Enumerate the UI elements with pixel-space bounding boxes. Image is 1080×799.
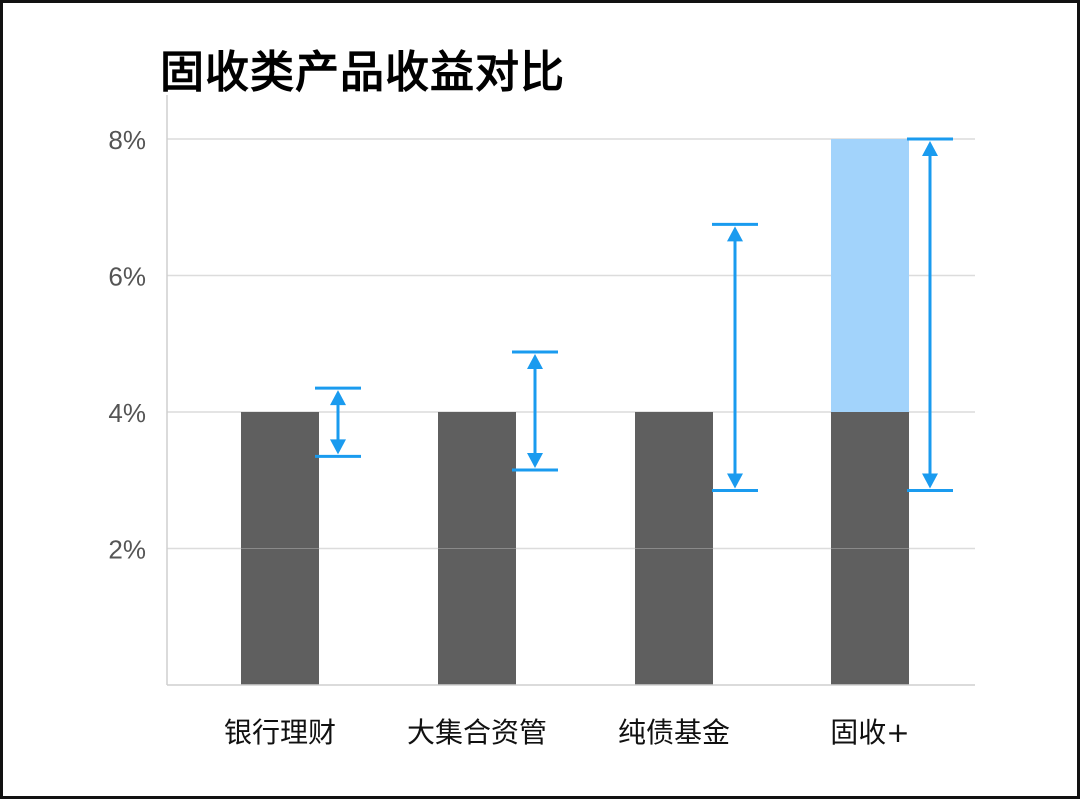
chart-title: 固收类产品收益对比: [160, 47, 565, 98]
arrow-up-icon: [922, 141, 938, 156]
arrow-down-icon: [330, 439, 346, 455]
x-tick-label: 纯债基金: [618, 716, 730, 749]
arrow-up-icon: [727, 226, 743, 242]
arrow-up-icon: [527, 353, 543, 369]
arrow-down-icon: [527, 453, 543, 469]
y-tick-label: 8%: [108, 125, 146, 155]
range-marker-1: [512, 350, 558, 472]
bars: [241, 139, 909, 685]
range-markers: [315, 137, 953, 492]
bar-extra-segment: [831, 139, 909, 412]
range-marker-0: [315, 386, 361, 458]
range-marker-2: [712, 222, 758, 492]
arrow-down-icon: [727, 473, 743, 489]
arrow-down-icon: [922, 473, 938, 489]
y-tick-label: 2%: [108, 535, 146, 565]
x-tick-label: 银行理财: [224, 716, 336, 749]
range-marker-3: [907, 137, 953, 492]
y-tick-label: 6%: [108, 262, 146, 292]
y-tick-label: 4%: [108, 398, 146, 428]
axes: 2% 4% 6% 8% 银行理财 大集合资管 纯债基金 固收+: [108, 95, 975, 749]
x-tick-label: 固收+: [830, 716, 909, 749]
arrow-up-icon: [330, 390, 346, 406]
x-tick-label: 大集合资管: [407, 716, 547, 749]
